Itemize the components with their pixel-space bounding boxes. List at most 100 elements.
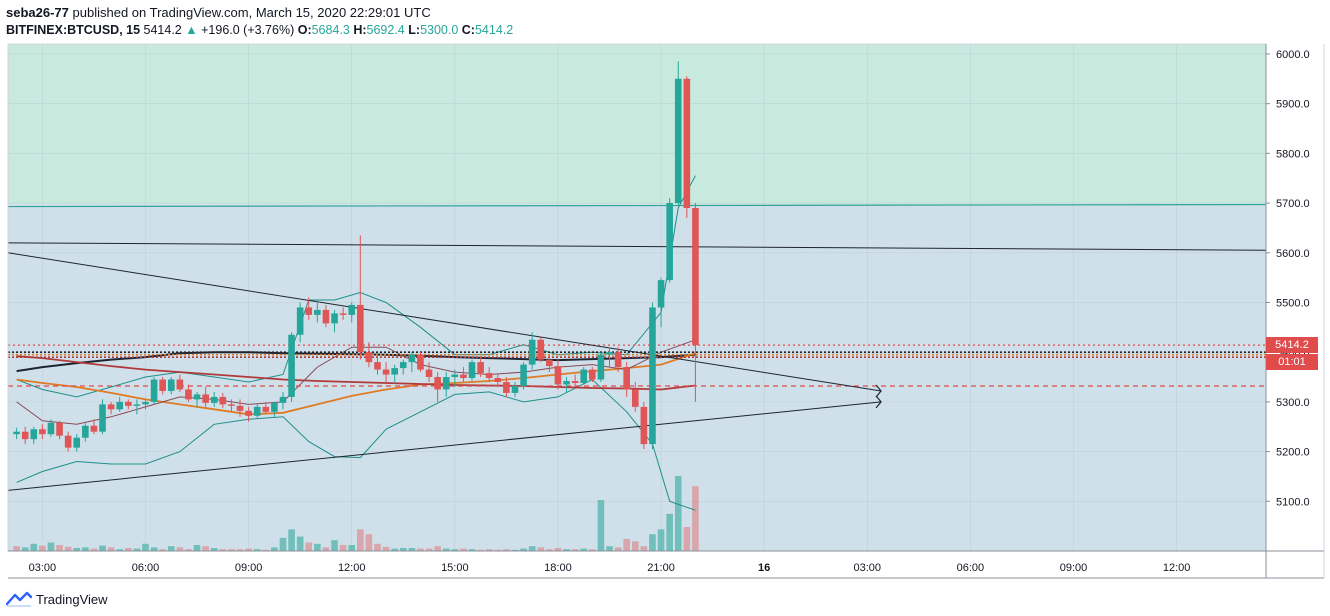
candle-down [631, 389, 639, 407]
candle-down [159, 379, 166, 391]
volume-bar [125, 548, 132, 551]
symbol-label[interactable]: BITFINEX:BTCUSD, 15 [6, 23, 141, 37]
candle-down [245, 410, 252, 416]
volume-bar [167, 546, 175, 551]
volume-bar [245, 548, 252, 551]
y-tick-label: 5900.0 [1276, 99, 1310, 111]
candle-down [339, 313, 347, 315]
candle-down [382, 369, 390, 375]
candle-up [511, 385, 519, 393]
volume-bar [13, 546, 20, 551]
ma-red [16, 355, 696, 391]
candle-up [210, 396, 218, 403]
x-tick-label: 18:00 [544, 562, 572, 574]
volume-bar [606, 546, 613, 551]
candle-down [262, 406, 270, 412]
x-tick-label: 09:00 [235, 562, 263, 574]
trend-arrow-head [875, 395, 882, 409]
volume-bar [322, 547, 330, 551]
candle-up [193, 394, 201, 400]
volume-bar [485, 549, 493, 551]
candle-up [30, 429, 38, 440]
volume-bar [442, 548, 450, 551]
candle-up [73, 437, 81, 448]
candle-down [537, 339, 545, 360]
volume-bar [39, 545, 46, 551]
candle-down [64, 435, 72, 448]
volume-bar [657, 529, 665, 551]
volume-bar [374, 543, 381, 551]
volume-bar [185, 549, 192, 551]
candle-up [563, 381, 570, 385]
candle-down [90, 425, 98, 432]
candle-up [314, 309, 321, 315]
candle-up [348, 304, 356, 315]
volume-bar [477, 549, 484, 551]
triangle-lower-line [8, 401, 882, 491]
x-tick-label: 03:00 [854, 562, 882, 574]
volume-bar [425, 548, 433, 551]
x-tick-label: 06:00 [132, 562, 160, 574]
volume-bar [64, 546, 72, 551]
volume-bar [271, 547, 278, 551]
candle-up [296, 307, 304, 335]
resistance-zone [8, 44, 1266, 205]
candle-down [614, 352, 622, 368]
candle-down [236, 405, 244, 411]
volume-bar [546, 549, 553, 551]
ma-black [16, 351, 696, 373]
x-tick-label: 12:00 [338, 562, 366, 574]
candle-up [468, 362, 476, 379]
triangle-upper-line [8, 252, 882, 392]
candle-down [571, 381, 579, 383]
published-text: published on TradingView.com, March 15, … [72, 5, 431, 20]
candle-up [442, 377, 450, 390]
volume-bar [73, 548, 81, 551]
volume-bar [580, 548, 588, 551]
volume-bar [666, 513, 673, 551]
zone-boundary-line [7, 203, 1267, 208]
x-tick-label: 21:00 [647, 562, 675, 574]
candle-down [39, 429, 46, 435]
volume-bar [520, 548, 527, 551]
legend-ohlc: BITFINEX:BTCUSD, 15 5414.2 ▲ +196.0 (+3.… [6, 22, 1326, 39]
author-name[interactable]: seba26-77 [6, 5, 69, 20]
volume-bar [434, 546, 441, 551]
x-tick-label: 12:00 [1163, 562, 1191, 574]
volume-bar [296, 536, 304, 551]
volume-bar [468, 549, 476, 551]
candle-up [408, 354, 416, 363]
candlestick-chart[interactable]: 5100.05200.05300.05400.05500.05600.05700… [0, 0, 1330, 588]
candle-down [374, 362, 381, 370]
candle-up [391, 368, 398, 375]
candle-up [580, 369, 588, 383]
trend-arrow-head [875, 384, 882, 398]
low-label: L: [408, 23, 421, 37]
candle-down [589, 369, 596, 380]
candle-down [640, 406, 648, 445]
y-tick-label: 5700.0 [1276, 198, 1310, 210]
candle-down [21, 431, 29, 440]
volume-bar [193, 545, 201, 551]
candle-up [399, 362, 407, 369]
volume-bar [159, 549, 166, 551]
volume-bar [408, 548, 416, 551]
y-tick-label: 5200.0 [1276, 447, 1310, 459]
candle-down [485, 373, 493, 379]
volume-bar [528, 546, 536, 551]
candle-down [365, 352, 373, 363]
high-value: 5692.4 [366, 23, 405, 37]
volume-bar [503, 549, 510, 551]
candle-up [167, 379, 175, 391]
volume-bar [210, 548, 218, 551]
footer-brand[interactable]: TradingView [6, 589, 108, 609]
candle-down [56, 422, 63, 436]
candle-up [606, 352, 613, 355]
candle-up [597, 354, 605, 380]
price-change: +196.0 (+3.76%) [201, 23, 295, 37]
volume-bar [331, 540, 338, 551]
candle-up [331, 313, 338, 324]
candle-up [520, 364, 527, 386]
candle-down [125, 401, 132, 406]
volume-bar [460, 548, 467, 551]
